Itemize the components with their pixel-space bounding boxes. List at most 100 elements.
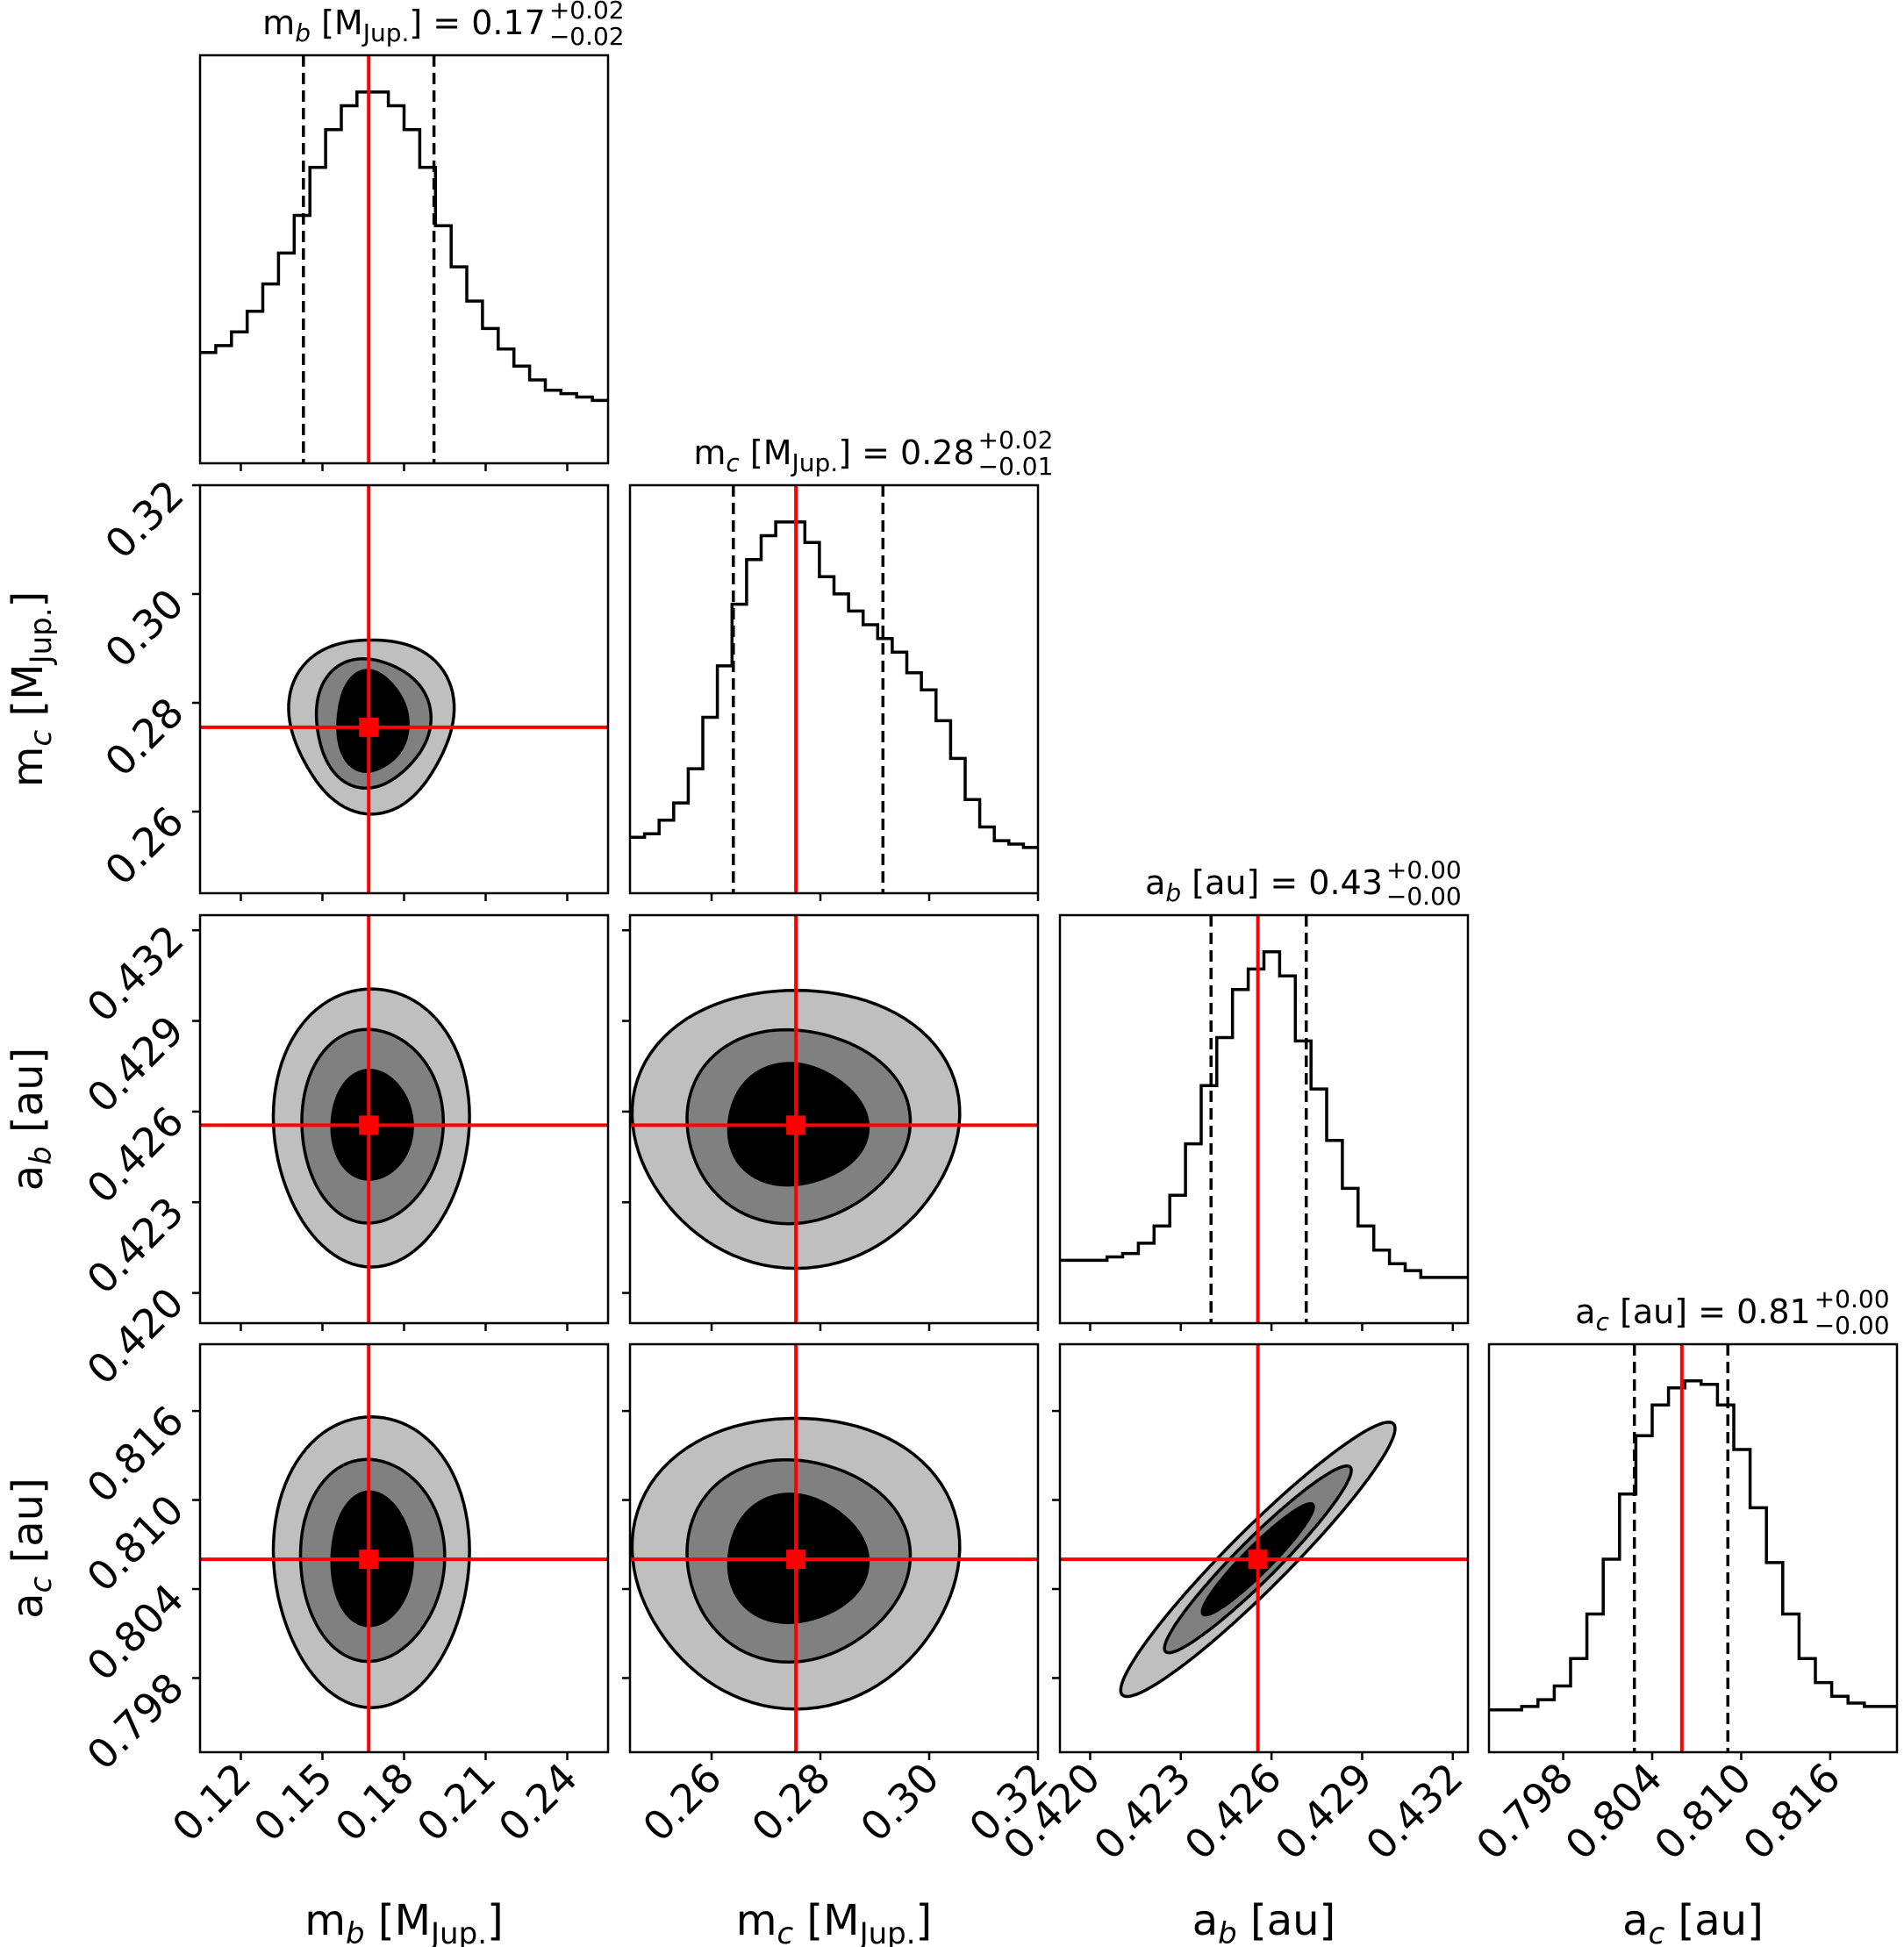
title-error-plus: +0.02 [978, 426, 1054, 455]
x-axis-label-m_c: mc [MJup.] [736, 1896, 933, 1947]
x-tick-label-m_c: 0.30 [851, 1754, 948, 1851]
truth-marker [359, 1550, 379, 1570]
title-error-plus: +0.02 [549, 0, 625, 25]
x-tick-label-a_c: 0.798 [1467, 1754, 1582, 1869]
title-base: a [1145, 863, 1165, 902]
axis-label-unit: [M [4, 663, 53, 729]
histogram-a_b [1060, 950, 1468, 1279]
histogram-m_b [200, 90, 608, 403]
histogram-layer [200, 55, 1897, 1752]
x-tick-label-m_c: 0.28 [742, 1754, 840, 1851]
y-tick-label-a_c: 0.810 [77, 1485, 192, 1600]
axis-label-unit-subscript: Jup. [858, 1916, 916, 1947]
axis-label-subscript: b [1218, 1916, 1237, 1947]
truth-crosshair-m_b-m_c [200, 485, 608, 893]
histogram-a_c [1489, 1379, 1897, 1712]
x-tick-label-m_b: 0.24 [490, 1754, 587, 1851]
axis-label-subscript: b [346, 1916, 365, 1947]
x-tick-label-a_c: 0.816 [1734, 1754, 1849, 1869]
axis-label-subscript: c [1649, 1916, 1665, 1947]
axis-label-unit: [M [793, 1896, 859, 1945]
axis-label-base: m [304, 1896, 346, 1945]
axis-label-unit-close: ] [1747, 1896, 1764, 1945]
x-tick-label-a_b: 0.426 [1176, 1754, 1291, 1869]
title-unit-subscript: Jup. [361, 18, 410, 47]
truth-marker [786, 1115, 806, 1135]
y-axis-label-a_c: ac [au] [4, 1478, 59, 1619]
truth-crosshair-a_b-a_c [1060, 1344, 1468, 1752]
x-tick-label-a_b: 0.423 [1084, 1754, 1199, 1869]
reference-lines-layer [200, 55, 1684, 1752]
title-subscript: b [1165, 878, 1181, 907]
axes-frame-1-1 [628, 483, 1040, 895]
axis-label-unit-close: ] [916, 1896, 933, 1945]
truth-crosshair-m_b-a_b [200, 915, 608, 1323]
x-tick-label-a_b: 0.429 [1266, 1754, 1381, 1869]
axis-label-unit-subscript: Jup. [24, 607, 59, 665]
y-tick-label-a_c: 0.804 [77, 1575, 192, 1690]
x-tick-label-m_b: 0.21 [408, 1754, 505, 1851]
y-tick-label-a_b: 0.426 [77, 1097, 192, 1212]
y-tick-label-a_b: 0.429 [77, 1006, 192, 1121]
title-unit: [au [1181, 863, 1246, 902]
title-error-minus: −0.00 [1386, 882, 1462, 911]
axis-label-subscript: c [24, 730, 59, 747]
title-error-minus: −0.01 [978, 452, 1054, 481]
axes-frame-2-2 [1058, 913, 1470, 1325]
axis-label-subscript: c [24, 1576, 59, 1593]
axes-frame-3-2 [1058, 1342, 1470, 1754]
axis-label-base: a [1192, 1896, 1218, 1945]
truth-marker [1248, 1550, 1268, 1570]
title-unit-close: ] = [1246, 863, 1308, 902]
labels-layer: 0.120.150.180.210.24 0.26 0.28 0.30 0.320.42… [4, 0, 1890, 1947]
axis-label-subscript: b [24, 1146, 59, 1165]
title-value: 0.28 [900, 433, 975, 472]
title-error-minus: −0.02 [549, 22, 625, 51]
title-m_c: mc [MJup.] = 0.28 [693, 433, 974, 477]
title-subscript: c [1596, 1307, 1610, 1336]
truth-crosshair-m_b-a_c [200, 1344, 608, 1752]
title-base: m [693, 433, 726, 472]
truth-marker [359, 717, 379, 737]
title-subscript: c [726, 448, 740, 477]
x-tick-label-m_b: 0.18 [326, 1754, 424, 1851]
axis-label-unit-close: ] [1320, 1896, 1336, 1945]
title-unit-subscript: Jup. [791, 448, 839, 477]
x-tick-label-a_b: 0.432 [1356, 1754, 1471, 1869]
x-tick-label-m_c: 0.26 [633, 1754, 731, 1851]
axis-label-base: a [4, 1593, 53, 1618]
axis-label-unit: [au [1664, 1896, 1747, 1945]
title-unit-close: ] = [1674, 1292, 1736, 1331]
x-tick-label-a_c: 0.810 [1645, 1754, 1760, 1869]
axis-label-base: m [4, 747, 53, 788]
y-tick-label-m_c: 0.26 [96, 798, 193, 895]
axes-frame-3-1 [628, 1342, 1040, 1754]
title-a_c: ac [au] = 0.81 [1575, 1292, 1810, 1336]
title-base: m [262, 4, 295, 42]
title-value: 0.17 [471, 4, 546, 42]
axis-label-unit: [au [1237, 1896, 1320, 1945]
axis-label-base: a [4, 1165, 53, 1191]
axis-label-base: a [1622, 1896, 1648, 1945]
x-axis-label-a_c: ac [au] [1622, 1896, 1764, 1947]
axis-label-unit-close: ] [487, 1896, 504, 1945]
histogram-m_c [630, 520, 1038, 849]
truth-crosshair-m_c-a_b [630, 915, 1038, 1323]
title-m_b: mb [MJup.] = 0.17 [262, 4, 546, 47]
y-tick-label-a_b: 0.420 [77, 1278, 192, 1393]
x-tick-label-m_b: 0.15 [245, 1754, 342, 1851]
axes-frame-2-1 [628, 913, 1040, 1325]
title-unit: [M [740, 433, 792, 472]
title-unit: [au [1609, 1292, 1674, 1331]
title-error-plus: +0.00 [1815, 1285, 1890, 1314]
axes-frames-layer [192, 54, 1899, 1760]
y-axis-label-a_b: ab [au] [4, 1048, 59, 1192]
title-value: 0.81 [1736, 1292, 1811, 1331]
y-tick-label-a_c: 0.816 [77, 1397, 192, 1512]
title-a_b: ab [au] = 0.43 [1145, 863, 1383, 907]
truth-marker [359, 1115, 379, 1135]
x-tick-label-a_c: 0.804 [1556, 1754, 1671, 1869]
axes-frame-3-3 [1487, 1342, 1899, 1754]
title-unit: [M [311, 4, 363, 42]
